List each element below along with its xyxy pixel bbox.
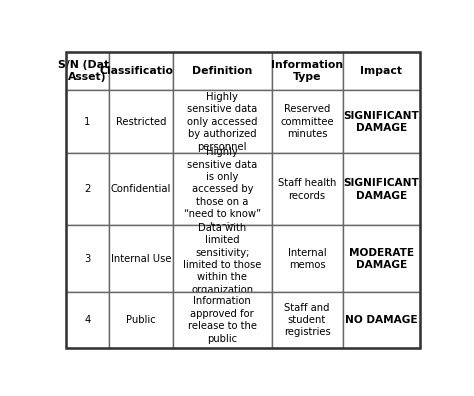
- Text: Staff health
records: Staff health records: [278, 178, 336, 200]
- Text: SIGNIFICANT
DAMAGE: SIGNIFICANT DAMAGE: [343, 178, 419, 200]
- Text: Restricted: Restricted: [116, 117, 166, 127]
- Text: Information
approved for
release to the
public: Information approved for release to the …: [188, 297, 257, 344]
- Text: Reserved
committee
minutes: Reserved committee minutes: [280, 105, 334, 139]
- Text: Confidential: Confidential: [110, 184, 171, 194]
- Bar: [272, 52, 343, 90]
- Bar: [343, 225, 420, 292]
- Bar: [109, 52, 173, 90]
- Text: SIGNIFICANT
DAMAGE: SIGNIFICANT DAMAGE: [343, 110, 419, 133]
- Text: Internal Use: Internal Use: [110, 254, 171, 264]
- Text: Data with
limited
sensitivity;
limited to those
within the
organization: Data with limited sensitivity; limited t…: [183, 223, 262, 295]
- Bar: [109, 90, 173, 153]
- Bar: [343, 90, 420, 153]
- Text: Internal
memos: Internal memos: [288, 248, 326, 270]
- Text: 1: 1: [84, 117, 91, 127]
- Text: Highly
sensitive data
is only
accessed by
those on a
“need to know”
basis: Highly sensitive data is only accessed b…: [184, 147, 261, 232]
- Bar: [66, 90, 109, 153]
- Bar: [66, 225, 109, 292]
- Text: MODERATE
DAMAGE: MODERATE DAMAGE: [349, 248, 414, 270]
- Text: NO DAMAGE: NO DAMAGE: [345, 315, 418, 325]
- Bar: [272, 225, 343, 292]
- Bar: [343, 52, 420, 90]
- Text: 3: 3: [84, 254, 91, 264]
- Text: 4: 4: [84, 315, 91, 325]
- Bar: [272, 90, 343, 153]
- Text: Staff and
student
registries: Staff and student registries: [283, 303, 330, 337]
- Text: Impact: Impact: [360, 66, 402, 76]
- Bar: [109, 292, 173, 348]
- Text: Classification: Classification: [100, 66, 182, 76]
- Bar: [343, 153, 420, 225]
- Bar: [173, 225, 272, 292]
- Bar: [173, 52, 272, 90]
- Bar: [343, 292, 420, 348]
- Bar: [66, 52, 109, 90]
- Text: Information
Type: Information Type: [271, 60, 343, 82]
- Bar: [173, 292, 272, 348]
- Bar: [173, 90, 272, 153]
- Bar: [173, 153, 272, 225]
- Text: Highly
sensitive data
only accessed
by authorized
personnel: Highly sensitive data only accessed by a…: [187, 92, 257, 152]
- Text: S/N (Data
Asset): S/N (Data Asset): [58, 60, 117, 82]
- Bar: [66, 153, 109, 225]
- Text: 2: 2: [84, 184, 91, 194]
- Bar: [109, 153, 173, 225]
- Bar: [272, 292, 343, 348]
- Text: Public: Public: [126, 315, 155, 325]
- Bar: [272, 153, 343, 225]
- Bar: [109, 225, 173, 292]
- Text: Definition: Definition: [192, 66, 253, 76]
- Bar: [66, 292, 109, 348]
